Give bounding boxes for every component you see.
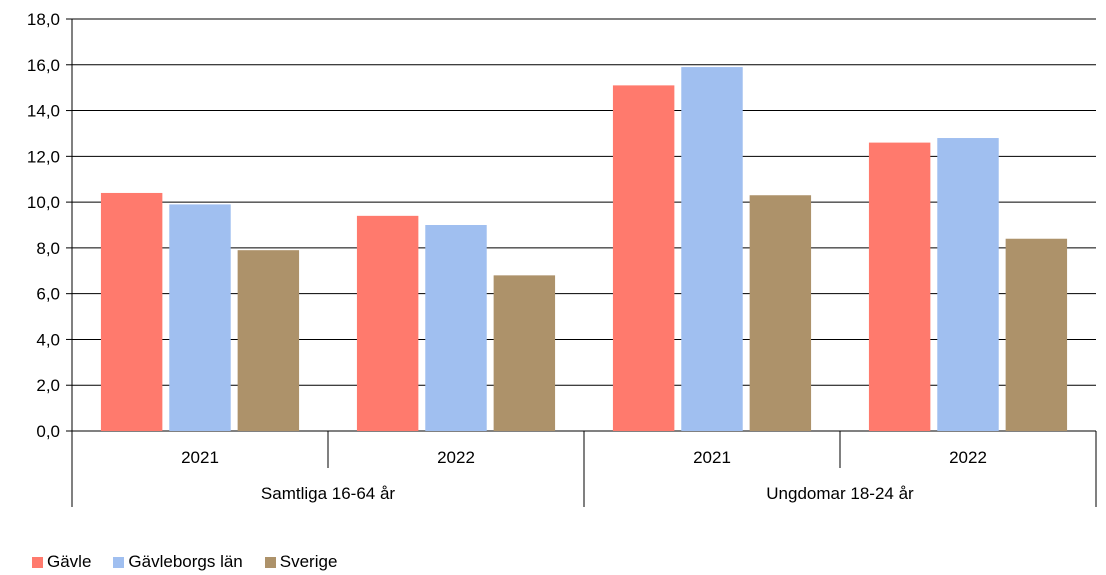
bar-sverige-3 [1005, 238, 1068, 431]
bar-g-vle-3 [868, 142, 931, 431]
legend: Gävle Gävleborgs län Sverige [32, 552, 337, 572]
y-tick-label: 18,0 [27, 10, 60, 29]
y-tick-label: 6,0 [36, 285, 60, 304]
y-tick-label: 16,0 [27, 56, 60, 75]
legend-swatch-sverige [264, 556, 276, 568]
y-tick-label: 10,0 [27, 193, 60, 212]
bar-sverige-2 [749, 195, 812, 431]
y-tick-label: 12,0 [27, 147, 60, 166]
bar-g-vle-2 [612, 85, 675, 431]
bar-g-vleborgs-l-n-3 [937, 138, 999, 431]
bar-g-vleborgs-l-n-1 [425, 225, 487, 431]
legend-swatch-gavle [32, 556, 43, 568]
x-group-label: Samtliga 16-64 år [261, 484, 396, 503]
bar-sverige-1 [493, 275, 556, 431]
bar-sverige-0 [237, 250, 300, 431]
y-tick-label: 14,0 [27, 102, 60, 121]
x-category-label: 2022 [437, 448, 475, 467]
x-category-label: 2022 [949, 448, 987, 467]
legend-item-gavle: Gävle [32, 552, 91, 572]
legend-item-gavleborgs-lan: Gävleborgs län [113, 552, 243, 572]
bar-g-vle-1 [356, 215, 419, 431]
x-group-label: Ungdomar 18-24 år [766, 484, 914, 503]
legend-label-gavleborgs-lan: Gävleborgs län [128, 552, 243, 571]
bar-g-vleborgs-l-n-0 [169, 204, 231, 431]
legend-label-sverige: Sverige [279, 552, 338, 571]
y-tick-label: 8,0 [36, 239, 60, 258]
x-category-label: 2021 [693, 448, 731, 467]
x-category-label: 2021 [181, 448, 219, 467]
legend-item-sverige: Sverige [264, 552, 338, 572]
legend-label-gavle: Gävle [47, 552, 92, 571]
y-tick-label: 4,0 [36, 330, 60, 349]
y-tick-label: 2,0 [36, 376, 60, 395]
bar-g-vleborgs-l-n-2 [681, 67, 743, 432]
legend-swatch-gavleborgs-lan [113, 556, 125, 568]
bar-chart: 0,0 2,0 4,0 6,0 8,0 10,0 12,0 14,0 16,0 18,0 2021 2… [27, 10, 1097, 507]
y-tick-label: 0,0 [36, 422, 60, 441]
bar-g-vle-0 [100, 192, 163, 431]
